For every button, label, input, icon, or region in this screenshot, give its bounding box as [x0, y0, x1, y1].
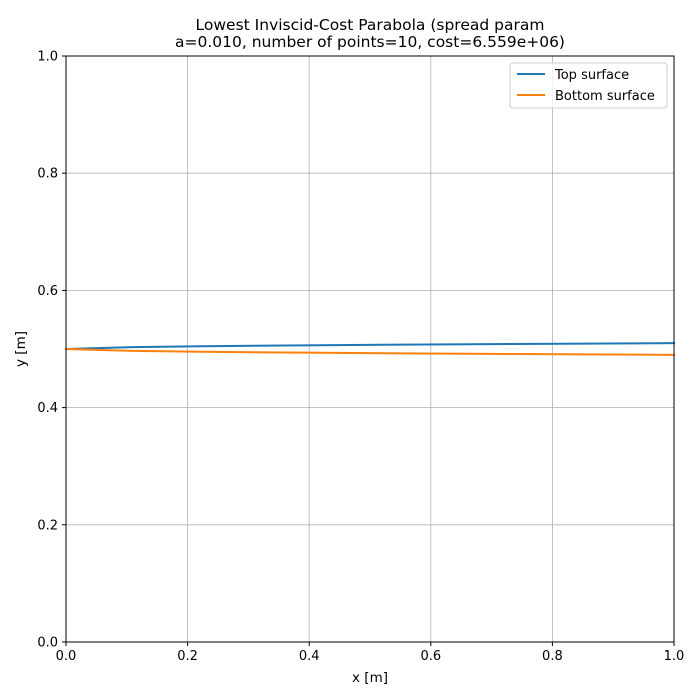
x-tick-label: 0.8 [542, 649, 563, 664]
legend: Top surface Bottom surface [509, 62, 668, 109]
plot-frame [65, 55, 675, 643]
legend-box [509, 62, 668, 109]
grid [65, 55, 675, 643]
y-tick-label: 0.2 [37, 518, 58, 533]
y-tick-label: 1.0 [37, 50, 58, 65]
legend-label-bottom-surface: Bottom surface [555, 89, 655, 104]
series-line-top-surface [64, 342, 676, 351]
x-tick-label: 0.6 [420, 649, 441, 664]
chart-title-line-1: Lowest Inviscid-Cost Parabola (spread pa… [196, 16, 545, 34]
x-tick-label: 0.2 [177, 649, 198, 664]
chart-title-line-2: a=0.010, number of points=10, cost=6.559… [175, 33, 565, 51]
y-tick-label: 0.8 [37, 167, 58, 182]
x-axis-label: x [m] [352, 670, 388, 686]
x-tick-label: 0.0 [56, 649, 77, 664]
y-tick-label: 0.4 [37, 401, 58, 416]
y-axis-label: y [m] [13, 331, 29, 367]
y-tick-label: 0.0 [37, 636, 58, 651]
x-tick-label: 1.0 [664, 649, 685, 664]
legend-label-top-surface: Top surface [554, 68, 629, 83]
y-tick-label: 0.6 [37, 284, 58, 299]
series-line-bottom-surface [64, 347, 676, 356]
y-axis-ticks: 0.0 0.2 0.4 0.6 0.8 1.0 [37, 50, 66, 651]
x-tick-label: 0.4 [299, 649, 320, 664]
series-lines [64, 342, 676, 356]
x-axis-ticks: 0.0 0.2 0.4 0.6 0.8 1.0 [56, 642, 685, 664]
